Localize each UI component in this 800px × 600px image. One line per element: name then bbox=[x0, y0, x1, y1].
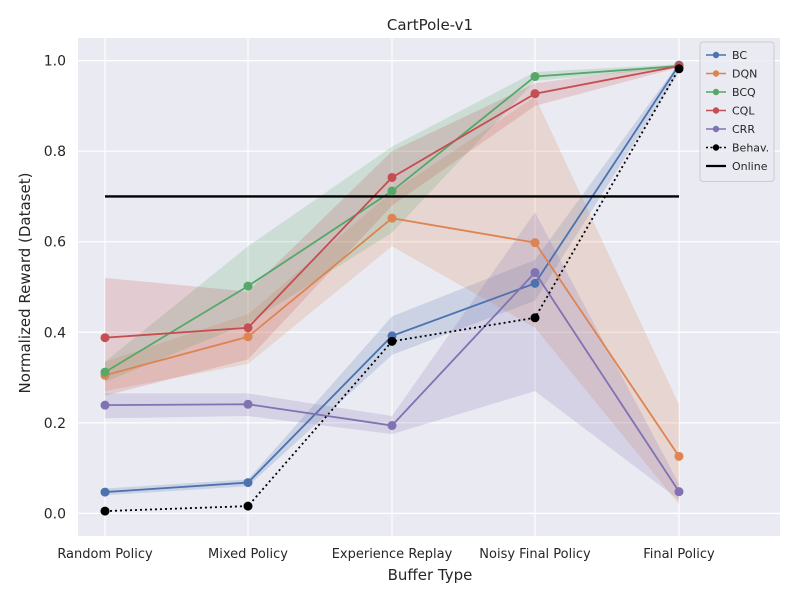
crr-point bbox=[387, 421, 397, 431]
behav-point bbox=[243, 501, 253, 511]
crr-point bbox=[100, 400, 110, 410]
dqn-band bbox=[105, 96, 679, 505]
behav-point bbox=[387, 336, 397, 346]
x-tick-label: Random Policy bbox=[57, 547, 153, 562]
dqn-point bbox=[674, 451, 684, 461]
plot-background bbox=[78, 38, 780, 536]
x-tick-label: Noisy Final Policy bbox=[479, 547, 591, 562]
x-axis-label: Buffer Type bbox=[388, 566, 473, 584]
crr-point bbox=[243, 399, 253, 409]
cql-band bbox=[105, 64, 679, 396]
bc-point bbox=[243, 478, 253, 488]
legend-marker-behav bbox=[712, 144, 720, 151]
legend-label-crr: CRR bbox=[732, 123, 755, 136]
legend-marker-crr bbox=[712, 125, 720, 133]
legend-label-online: Online bbox=[732, 160, 768, 173]
bc-point bbox=[100, 487, 110, 497]
bcq-point bbox=[100, 367, 110, 377]
y-tick-label: 1.0 bbox=[44, 54, 66, 70]
y-tick-label: 0.0 bbox=[44, 506, 66, 522]
x-tick-label: Mixed Policy bbox=[208, 547, 288, 562]
tick-labels: 0.0 0.2 0.4 0.6 0.8 1.0 Random Policy Mixed Pol… bbox=[44, 54, 715, 562]
behav-point bbox=[674, 64, 684, 74]
cql-point bbox=[387, 172, 397, 182]
crr-point bbox=[674, 487, 684, 497]
legend-label-behav: Behav. bbox=[732, 142, 769, 155]
legend-marker-cql bbox=[712, 107, 720, 114]
legend-label-cql: CQL bbox=[732, 105, 755, 118]
legend-label-bc: BC bbox=[732, 49, 747, 62]
dqn-point bbox=[530, 238, 540, 248]
behav-point bbox=[530, 313, 540, 323]
y-tick-label: 0.4 bbox=[44, 325, 66, 341]
legend-marker-bcq bbox=[712, 88, 720, 96]
bcq-point bbox=[530, 71, 540, 81]
y-tick-label: 0.6 bbox=[44, 235, 66, 251]
dqn-point bbox=[243, 332, 253, 342]
cql-point bbox=[100, 333, 110, 343]
y-axis-label: Normalized Reward (Dataset) bbox=[16, 173, 34, 394]
bcq-point bbox=[243, 281, 253, 291]
series-markers bbox=[100, 60, 684, 516]
crr-point bbox=[530, 268, 540, 278]
x-tick-label: Experience Replay bbox=[332, 547, 453, 562]
legend-marker-dqn bbox=[712, 70, 720, 77]
behav-point bbox=[100, 506, 110, 516]
bcq-point bbox=[387, 186, 397, 196]
legend-marker-bc bbox=[712, 51, 720, 59]
bcq-band bbox=[105, 64, 679, 383]
cql-point bbox=[530, 89, 540, 99]
y-tick-label: 0.2 bbox=[44, 416, 66, 432]
bc-point bbox=[530, 278, 540, 288]
dqn-point bbox=[387, 213, 397, 223]
legend-label-bcq: BCQ bbox=[732, 86, 756, 99]
legend-label-dqn: DQN bbox=[732, 68, 757, 81]
chart-title: CartPole-v1 bbox=[387, 16, 473, 34]
cql-point bbox=[243, 323, 253, 333]
y-tick-label: 0.8 bbox=[44, 144, 66, 160]
legend: BC DQN BCQ CQL CRR Behav. Online bbox=[699, 41, 775, 182]
x-tick-label: Final Policy bbox=[643, 547, 715, 562]
